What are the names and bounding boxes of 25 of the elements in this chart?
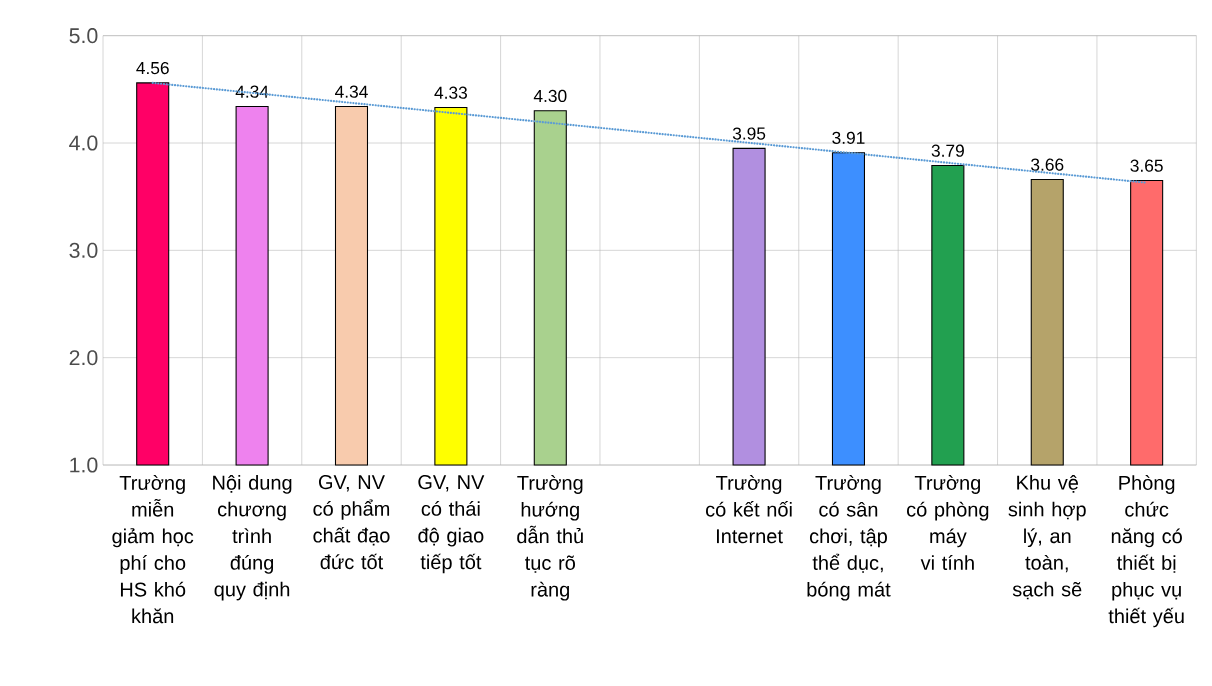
- data-label: 3.95: [732, 127, 766, 140]
- data-label: 4.33: [434, 86, 467, 99]
- data-label: 4.56: [136, 61, 169, 75]
- x-tick-label: Trường có sân chơi, tập thể dục, bóng mát: [807, 475, 891, 601]
- x-tick-label: Phòng chức năng có thiết bị phục vụ thiết yếu: [1108, 475, 1184, 628]
- x-tick-label: GV, NV có phẩm chất đạo đức tốt: [313, 475, 390, 570]
- x-tick-label: Khu vệ sinh hợp lý, an toàn, sạch sẽ: [1008, 475, 1086, 600]
- data-label: 3.66: [1031, 158, 1064, 171]
- data-label: 3.65: [1130, 159, 1163, 172]
- x-tick-label: GV, NV có thái độ giao tiếp tốt: [418, 475, 485, 574]
- data-label: 4.34: [235, 85, 269, 98]
- y-tick-label: 5.0: [69, 28, 98, 44]
- x-tick-label: Trường có phòng máy vi tính: [907, 475, 989, 570]
- x-tick-label: Trường có kết nối Internet: [706, 475, 792, 544]
- x-tick-label: Trường hướng dẫn thủ tục rõ ràng: [517, 475, 583, 601]
- x-tick-label: Trường miễn giảm học phí cho HS khó khăn: [112, 475, 194, 624]
- data-label: 4.30: [533, 89, 567, 103]
- y-tick-label: 2.0: [69, 350, 98, 366]
- y-tick-label: 3.0: [69, 242, 98, 258]
- data-label: 4.34: [335, 85, 368, 98]
- y-tick-label: 4.0: [69, 135, 98, 151]
- data-label: 3.91: [832, 131, 865, 144]
- y-tick-label: 1.0: [70, 457, 98, 473]
- x-tick-label: Nội dung chương trình đúng quy định: [213, 475, 292, 601]
- data-label: 3.79: [931, 144, 964, 157]
